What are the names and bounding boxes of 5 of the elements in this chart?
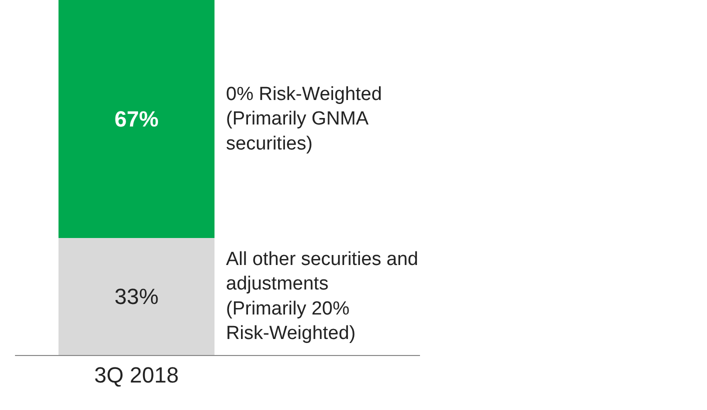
data-label: 67% <box>114 106 159 132</box>
data-label: 33% <box>114 284 159 309</box>
series-label: 0% Risk-Weighted (Primarily GNMA securities) <box>226 84 382 154</box>
series-label: All other securities and adjustments (Primarily 20% Risk-Weighted) <box>226 249 418 344</box>
x-tick-label: 3Q 2018 <box>94 362 179 388</box>
